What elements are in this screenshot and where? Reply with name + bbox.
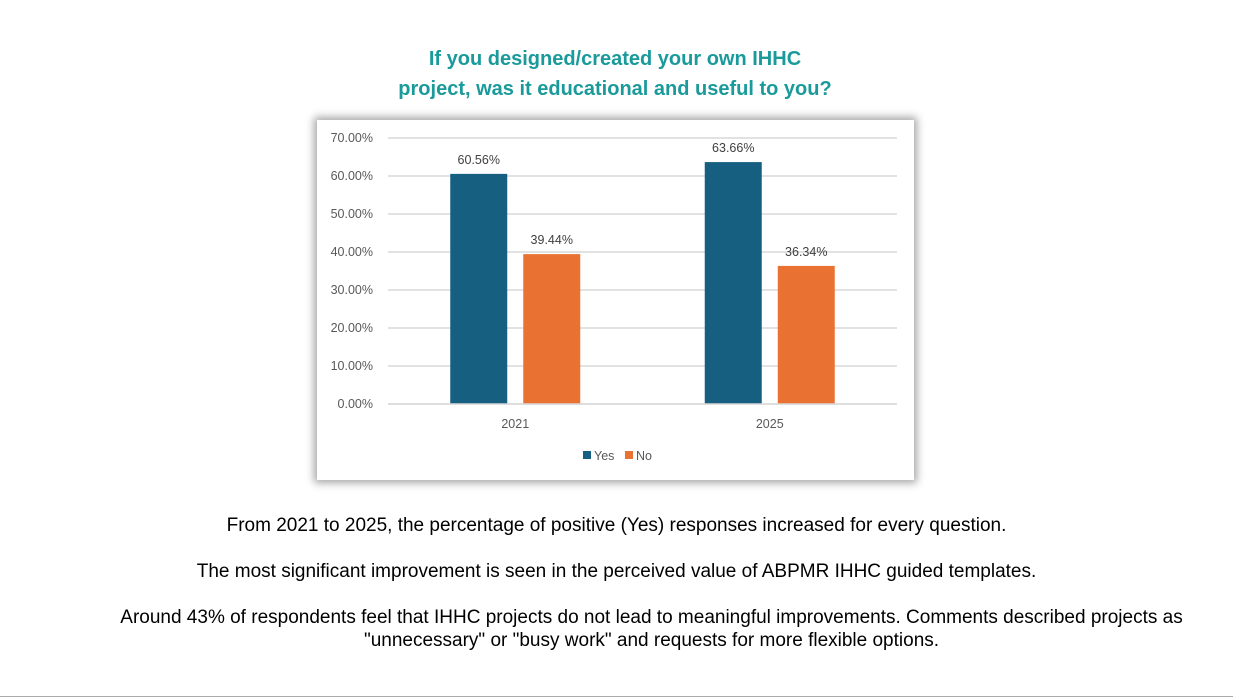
data-label: 63.66% <box>712 141 754 155</box>
y-tick-label: 20.00% <box>331 321 373 335</box>
x-tick-label: 2021 <box>501 417 529 431</box>
summary-notes: From 2021 to 2025, the percentage of pos… <box>0 514 1233 675</box>
note-1: From 2021 to 2025, the percentage of pos… <box>226 515 1007 536</box>
chart-container: 0.00% 10.00% 20.00% 30.00% 40.00% 50.00% 60.00… <box>317 120 914 480</box>
legend-label-no: No <box>636 449 652 463</box>
data-label: 36.34% <box>785 245 827 259</box>
bar-yes-2025 <box>704 162 762 404</box>
legend-swatch-no <box>625 451 633 459</box>
y-tick-label: 60.00% <box>331 169 373 183</box>
legend-label-yes: Yes <box>594 449 614 463</box>
bar-no-2021 <box>523 254 581 404</box>
note-2: The most significant improvement is seen… <box>196 561 1037 582</box>
y-tick-label: 30.00% <box>331 283 373 297</box>
bar-yes-2021 <box>450 173 508 404</box>
note-3: Around 43% of respondents feel that IHHC… <box>120 607 1183 651</box>
legend-swatch-yes <box>583 451 591 459</box>
chart-title-line-2: project, was it educational and useful t… <box>398 78 832 100</box>
x-tick-label: 2025 <box>756 417 784 431</box>
bar-no-2025 <box>777 265 835 404</box>
data-label: 60.56% <box>458 153 500 167</box>
y-tick-label: 10.00% <box>331 359 373 373</box>
data-label: 39.44% <box>531 233 573 247</box>
chart-title: If you designed/created your own IHHC pr… <box>300 44 930 104</box>
y-tick-label: 0.00% <box>338 397 373 411</box>
y-tick-label: 40.00% <box>331 245 373 259</box>
y-tick-label: 70.00% <box>331 131 373 145</box>
y-tick-label: 50.00% <box>331 207 373 221</box>
bar-chart: 0.00% 10.00% 20.00% 30.00% 40.00% 50.00% 60.00… <box>331 131 897 463</box>
chart-title-line-1: If you designed/created your own IHHC <box>428 48 802 70</box>
footer-divider <box>0 696 1233 697</box>
